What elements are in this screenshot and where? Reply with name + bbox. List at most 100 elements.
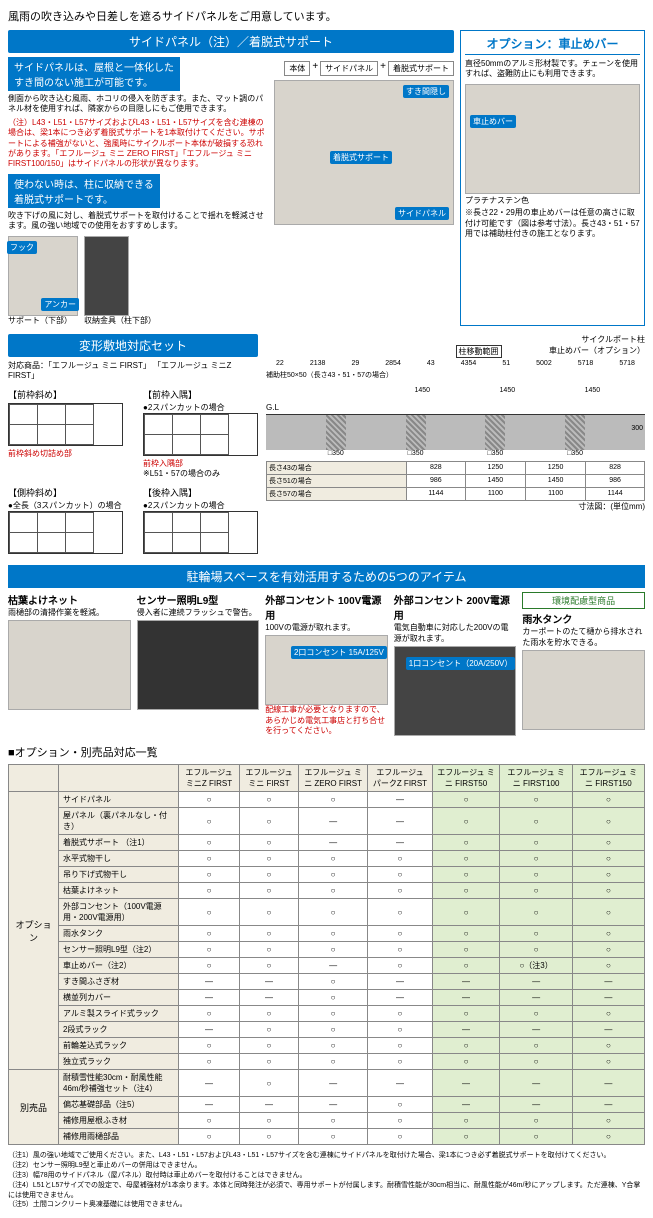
- length-table: 長さ43の場合82812501250828 長さ51の場合98614501450…: [266, 461, 645, 501]
- hw2-label: 収納金具（柱下部）: [84, 316, 156, 326]
- table-cell: ○: [298, 1038, 367, 1054]
- table-cell: ○: [240, 883, 299, 899]
- row-label: 補修用雨樋部品: [59, 1129, 179, 1145]
- row-label: 着脱式サポート （注1）: [59, 835, 179, 851]
- col-header: エフルージュ ミニ FIRST: [240, 765, 299, 792]
- col-header: エフルージュ ミニ FIRST100: [500, 765, 572, 792]
- deform-insert: 【前枠入隅】: [143, 388, 258, 401]
- table-cell: —: [298, 1097, 367, 1113]
- table-cell: —: [572, 1070, 644, 1097]
- support-photo: フック アンカー: [8, 236, 78, 316]
- table-cell: ○: [298, 1129, 367, 1145]
- table-cell: ○: [240, 867, 299, 883]
- deform-title: 変形敷地対応セット: [8, 334, 258, 357]
- table-cell: ○: [240, 1129, 299, 1145]
- table-cell: ○: [298, 792, 367, 808]
- table-cell: ○: [179, 883, 240, 899]
- table-cell: ○: [572, 808, 644, 835]
- box-support: 着脱式サポート: [388, 61, 454, 76]
- table-cell: —: [572, 1022, 644, 1038]
- deform-insert-note3: ※L51・57の場合のみ: [143, 469, 258, 479]
- table-cell: ○: [368, 1097, 432, 1113]
- table-cell: ○: [572, 851, 644, 867]
- table-cell: —: [572, 1097, 644, 1113]
- table-cell: ○: [572, 1113, 644, 1129]
- table-cell: ○: [432, 942, 500, 958]
- stop-bar-section: オプション：車止めバー 直径50mmのアルミ形材製です。チェーンを使用すれば、盗…: [460, 30, 645, 326]
- row-label: アルミ製スライド式ラック: [59, 1006, 179, 1022]
- five-items-title: 駐輪場スペースを有効活用するための5つのアイテム: [8, 565, 645, 588]
- table-cell: —: [240, 990, 299, 1006]
- table-cell: ○: [432, 1113, 500, 1129]
- col-header: エフルージュ ミニ FIRST50: [432, 765, 500, 792]
- table-cell: —: [179, 1070, 240, 1097]
- table-cell: ○: [368, 851, 432, 867]
- table-cell: ○: [240, 1054, 299, 1070]
- table-cell: ○: [572, 926, 644, 942]
- storage-photo: [84, 236, 129, 316]
- table-cell: ○: [240, 1070, 299, 1097]
- footnotes: （注1）風の強い地域でご使用ください。また、L43・L51・L57およびL43・…: [8, 1151, 645, 1210]
- table-cell: ○: [298, 867, 367, 883]
- table-cell: —: [432, 1022, 500, 1038]
- table-cell: —: [500, 1097, 572, 1113]
- table-cell: ○: [500, 808, 572, 835]
- table-cell: ○: [298, 883, 367, 899]
- hw1-label: サポート（下部）: [8, 316, 78, 326]
- row-label: 吊り下げ式物干し: [59, 867, 179, 883]
- table-cell: ○: [572, 1054, 644, 1070]
- table-cell: ○: [500, 1006, 572, 1022]
- component-boxes: 本体+ サイドパネル+ 着脱式サポート: [274, 61, 454, 76]
- deform-rear: 【後枠入隅】: [143, 486, 258, 499]
- table-cell: —: [500, 990, 572, 1006]
- top-row: サイドパネル（注）／着脱式サポート サイドパネルは、屋根と一体化した すき間のな…: [8, 30, 645, 326]
- table-cell: ○（注3）: [500, 958, 572, 974]
- deform-subject: 対応商品：「エフルージュ ミニ FIRST」 「エフルージュ ミニZ FIRST…: [8, 361, 258, 382]
- table-cell: ○: [500, 1113, 572, 1129]
- side-panel-title: サイドパネル（注）／着脱式サポート: [8, 30, 454, 53]
- lead-3: 使わない時は、柱に収納できる 着脱式サポートです。: [8, 174, 160, 208]
- table-cell: ○: [500, 1054, 572, 1070]
- table-cell: ○: [572, 792, 644, 808]
- box-panel: サイドパネル: [320, 61, 378, 76]
- col-header: エフルージュ ミニ FIRST150: [572, 765, 644, 792]
- table-cell: ○: [368, 899, 432, 926]
- table-cell: ○: [500, 926, 572, 942]
- table-cell: —: [179, 1022, 240, 1038]
- table-cell: ○: [368, 958, 432, 974]
- table-cell: ○: [368, 1038, 432, 1054]
- table-cell: ○: [500, 883, 572, 899]
- table-cell: ○: [432, 792, 500, 808]
- table-cell: —: [298, 958, 367, 974]
- table-cell: ○: [572, 835, 644, 851]
- row-label: 補修用屋根ふき材: [59, 1113, 179, 1129]
- post-label: サイクルポート柱: [581, 334, 645, 345]
- table-cell: ○: [432, 1129, 500, 1145]
- five-items-row: 枯葉よけネット 雨樋部の清掃作業を軽減。 センサー照明L9型 侵入者に連続フラッ…: [8, 592, 645, 736]
- row-label: すき間ふさぎ材: [59, 974, 179, 990]
- table-cell: ○: [179, 851, 240, 867]
- gap-callout: すき間隠し: [403, 85, 449, 98]
- table-cell: ○: [500, 899, 572, 926]
- table-cell: ○: [298, 851, 367, 867]
- table-cell: ○: [500, 1129, 572, 1145]
- table-cell: ○: [179, 1054, 240, 1070]
- table-cell: ○: [432, 926, 500, 942]
- table-cell: ○: [572, 1038, 644, 1054]
- table-cell: ○: [179, 792, 240, 808]
- table-cell: —: [432, 1097, 500, 1113]
- aux-label: 補助柱50×50（長さ43・51・57の場合）: [266, 370, 393, 380]
- item-leaf-net: 枯葉よけネット 雨樋部の清掃作業を軽減。: [8, 592, 131, 736]
- side-panel-section: サイドパネル（注）／着脱式サポート サイドパネルは、屋根と一体化した すき間のな…: [8, 30, 454, 326]
- table-cell: —: [298, 808, 367, 835]
- deform-side-note: ●全長（3スパンカット）の場合: [8, 501, 123, 511]
- table-cell: ○: [298, 1022, 367, 1038]
- table-cell: ○: [368, 867, 432, 883]
- table-cell: —: [500, 974, 572, 990]
- move-range: 柱移動範囲: [456, 345, 502, 358]
- table-cell: ○: [572, 1129, 644, 1145]
- unit-label: 寸法図：(単位mm): [266, 501, 645, 512]
- table-cell: ○: [500, 1038, 572, 1054]
- table-cell: ○: [240, 958, 299, 974]
- row-label: 横並列カバー: [59, 990, 179, 1006]
